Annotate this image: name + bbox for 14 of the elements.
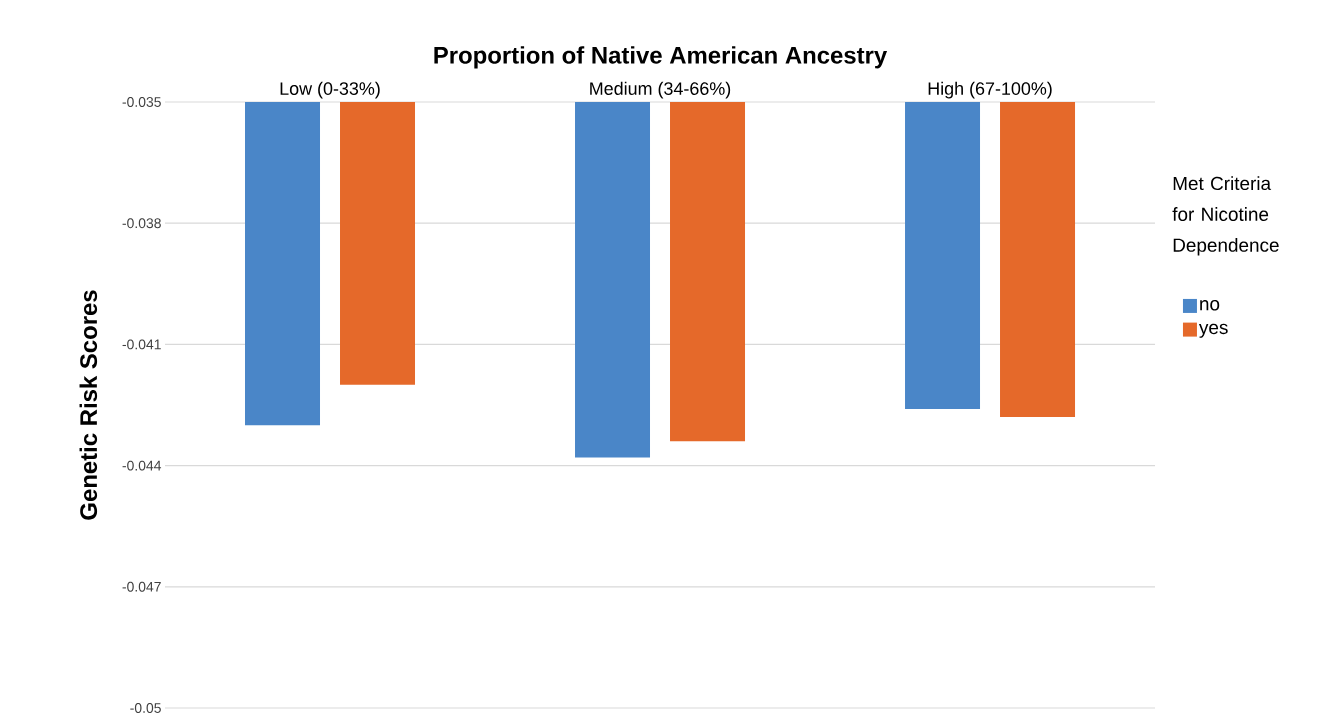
legend-label: yes <box>1199 323 1228 338</box>
y-tick-label: -0.041 <box>122 339 161 350</box>
legend-label: no <box>1200 300 1220 311</box>
y-tick-label: -0.038 <box>122 218 161 229</box>
y-tick-label: -0.044 <box>122 460 162 471</box>
y-tick-label: -0.035 <box>122 97 161 107</box>
y-axis-title: Genetic Risk Scores <box>79 290 98 520</box>
y-tick-label: -0.05 <box>130 703 161 713</box>
y-tick-label: -0.047 <box>122 581 161 592</box>
x-axis-title: Proportion of Native American Ancestry <box>434 46 888 69</box>
x-tick-label: Low (0-33%) <box>280 81 380 99</box>
x-tick-label: Medium (34-66%) <box>590 81 731 99</box>
x-tick-label: High (67-100%) <box>928 81 1052 99</box>
legend-title: Met Criteria for Nicotine Dependence <box>1172 176 1279 256</box>
